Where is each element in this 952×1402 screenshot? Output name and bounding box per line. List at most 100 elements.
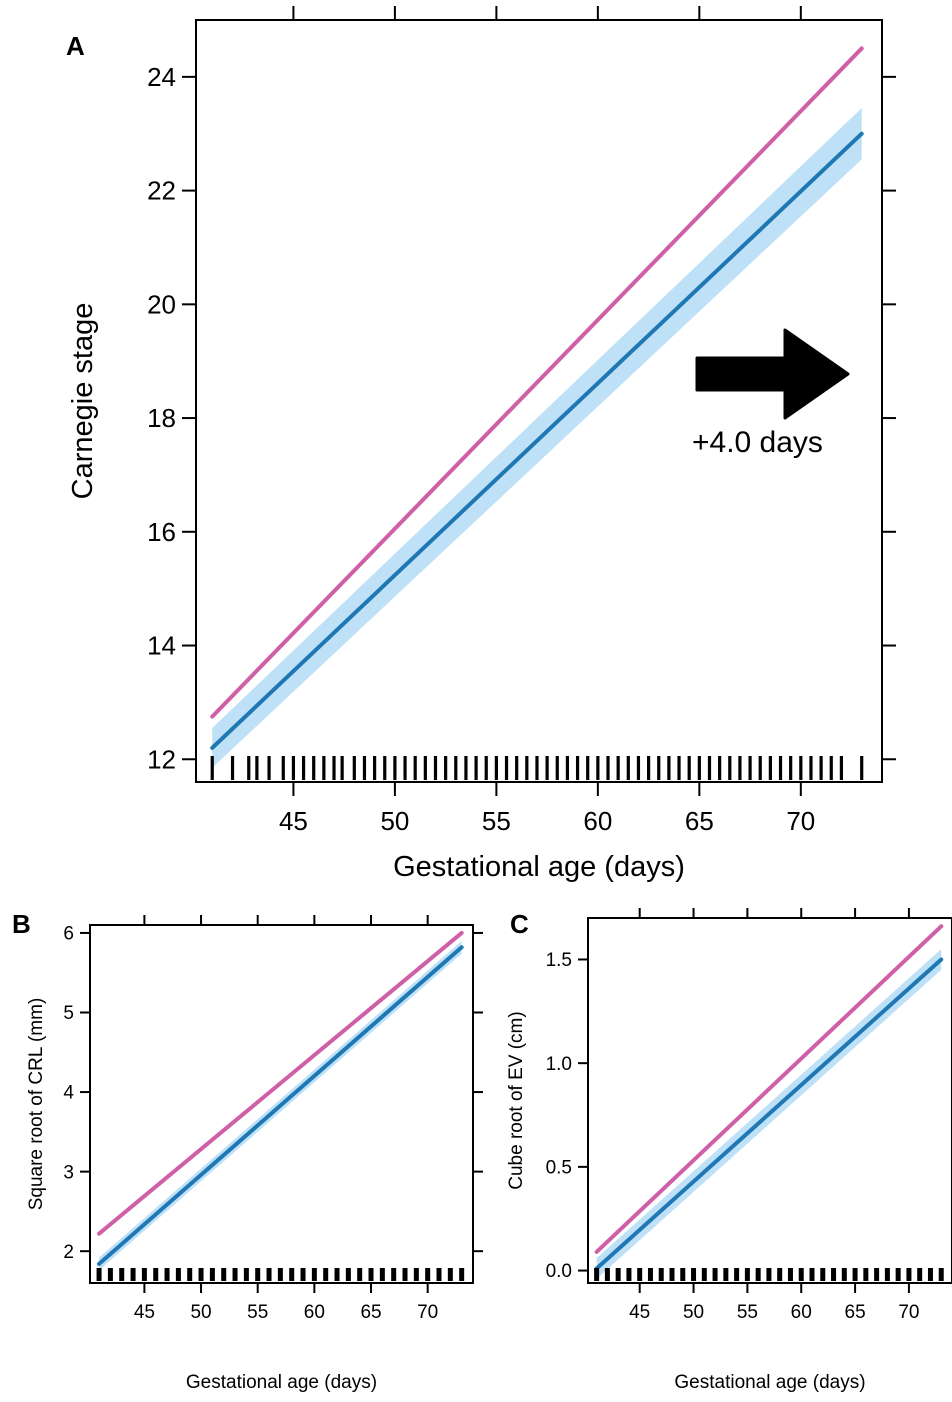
panel-c-rug-tick [895, 1268, 901, 1281]
panel-c-rug-tick [777, 1268, 783, 1281]
panel-a-rug-tick [494, 756, 498, 780]
panel-b-reference-line [97, 930, 464, 1236]
panel-b-rug-tick [198, 1268, 204, 1281]
panel-a-rug-tick [504, 756, 509, 780]
panel-c-rug-tick [647, 1268, 653, 1281]
panel-c-frame [587, 917, 952, 1284]
panel-a-x-tick-label: 70 [786, 806, 815, 836]
panel-b-rug-tick [436, 1268, 442, 1281]
panel-a-rug-tick [332, 756, 336, 780]
panel-c-rug-tick [874, 1268, 880, 1281]
panel-a-y-tick-label: 14 [147, 631, 176, 661]
panel-a-x-tick-label: 50 [380, 806, 409, 836]
panel-b-rug-tick [402, 1268, 408, 1281]
panel-a-rug-tick [247, 756, 251, 780]
panel-c-rug-tick [712, 1268, 718, 1281]
panel-c-rug-tick [615, 1268, 621, 1281]
panel-a-rug-tick [677, 756, 681, 780]
panel-a-rug-tick [484, 756, 488, 780]
panel-a-rug-tick [525, 756, 529, 780]
panel-b-x-tick-label: 70 [417, 1302, 438, 1323]
panel-c-y-tick-label: 1.0 [546, 1054, 572, 1075]
panel-a-rug-tick [545, 756, 549, 780]
panel-c-rug-tick [884, 1268, 890, 1281]
panel-c-rug-tick [744, 1268, 750, 1281]
panel-a-rug-tick [444, 756, 448, 780]
panel-a-rug-tick [413, 756, 417, 780]
panel-b-rug-tick [334, 1268, 340, 1281]
panel-a-rug-tick [636, 756, 641, 780]
panel-a-rug-tick [230, 756, 235, 780]
panel-c-y-axis-title: Cube root of EV (cm) [506, 1011, 527, 1189]
panel-c-y-tick-label: 0.0 [546, 1261, 572, 1282]
panel-a-rug-tick [210, 756, 214, 780]
panel-c-y-tick-label: 1.5 [546, 950, 572, 971]
panel-b-x-tick-label: 55 [247, 1302, 268, 1323]
panel-a-x-tick-label: 65 [685, 806, 714, 836]
panel-a-rug-tick [778, 756, 783, 780]
panel-c-x-tick-label: 55 [737, 1302, 758, 1323]
panel-b-y-tick-label: 2 [63, 1242, 74, 1263]
panel-c-rug-tick [917, 1268, 923, 1281]
panel-b-rug-tick [107, 1268, 113, 1281]
panel-b-rug-tick [266, 1268, 272, 1281]
panel-a-y-tick-label: 20 [147, 289, 176, 319]
panel-c-x-tick-label: 65 [845, 1302, 866, 1323]
panel-c-x-tick-label: 50 [683, 1302, 704, 1323]
panel-a-rug-tick [281, 756, 285, 780]
panel-b-rug-tick [255, 1268, 261, 1281]
panel-c-rug-tick [701, 1268, 707, 1281]
panel-c-rug-tick [841, 1268, 847, 1281]
panel-a-rug-tick [575, 756, 580, 780]
panel-c-y-tick-label: 0.5 [546, 1158, 572, 1179]
panel-b-rug-tick [379, 1268, 385, 1281]
panel-b-rug-tick [345, 1268, 351, 1281]
panel-c-rug-tick [927, 1268, 933, 1281]
panel-b-y-tick-label: 4 [63, 1083, 74, 1104]
panel-b-x-tick-label: 60 [304, 1302, 325, 1323]
panel-a-rug-tick [596, 756, 600, 780]
panel-a-rug-tick [768, 756, 772, 780]
panel-b-x-tick-label: 65 [360, 1302, 381, 1323]
panel-a-rug-tick [352, 756, 356, 780]
panel-a-rug-tick [291, 756, 296, 780]
panel-b-rug-tick [413, 1268, 419, 1281]
panel-c-rug-tick [723, 1268, 729, 1281]
panel-a-y-tick-label: 18 [147, 403, 176, 433]
panel-b-frame [89, 924, 474, 1284]
panel-a-rug-tick [586, 756, 590, 780]
panel-c-rug-tick [820, 1268, 826, 1281]
panel-a-y-tick-label: 12 [147, 744, 176, 774]
panel-c-y-axis: 0.0 0.5 1.0 1.5 [546, 950, 588, 1282]
panel-b-rug-tick [311, 1268, 317, 1281]
panel-a-rug-tick [697, 756, 701, 780]
panel-c-x-axis-title: Gestational age (days) [674, 1372, 865, 1393]
panel-a-fit-line [210, 131, 864, 750]
panel-b-rug [96, 1268, 465, 1281]
panel-c-rug-tick [787, 1268, 793, 1281]
panel-c-rug-tick [906, 1268, 912, 1281]
panel-b-rug-tick [300, 1268, 306, 1281]
panel-c-label: C [510, 909, 529, 939]
panel-a-rug-tick [535, 756, 539, 780]
panel-b-rug-tick [141, 1268, 147, 1281]
panel-b-y-tick-label: 3 [63, 1162, 74, 1183]
panel-a-ci-band [212, 108, 862, 768]
panel-a-frame [195, 19, 883, 783]
panel-b-rug-tick [232, 1268, 238, 1281]
panel-a-rug-tick [267, 756, 271, 780]
panel-a-shift-annotation: +4.0 days [692, 426, 823, 459]
panel-a-rug-tick [707, 756, 712, 780]
panel-c-rug-tick [691, 1268, 697, 1281]
panel-a-rug-tick [312, 756, 316, 780]
panel-a-rug-tick [362, 756, 367, 780]
panel-c-fit-line [594, 957, 944, 1271]
panel-a-rug-tick [423, 756, 427, 780]
panel-c-rug-tick [734, 1268, 740, 1281]
panel-b-rug-tick [357, 1268, 363, 1281]
panel-b-lines [97, 930, 464, 1266]
right-arrow-icon [695, 328, 850, 420]
panel-c-rug-tick [637, 1268, 643, 1281]
panel-a-rug-tick [383, 756, 387, 780]
